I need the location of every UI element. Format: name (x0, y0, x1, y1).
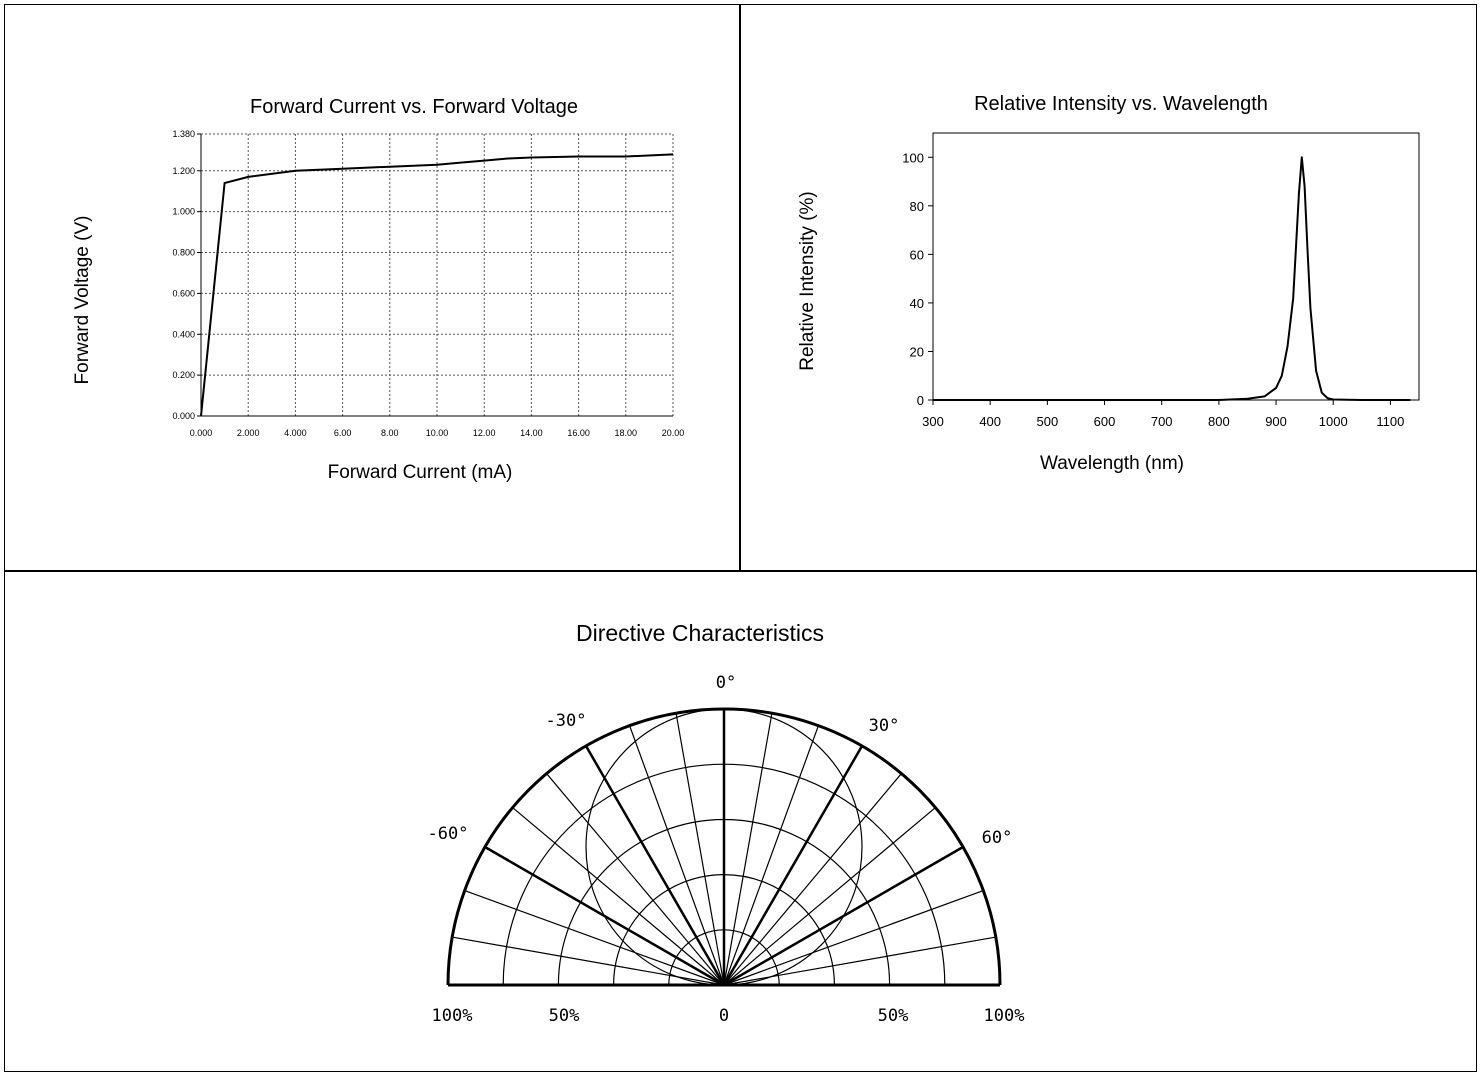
polar-spoke (546, 773, 725, 986)
polar-spoke (723, 890, 984, 986)
angle-label-30: 30° (869, 716, 900, 736)
c1-y-tick: 1.380 (172, 129, 195, 139)
c2-x-tick: 1000 (1319, 414, 1348, 429)
c1-x-tick: 2.000 (237, 428, 260, 438)
c1-series-line (200, 153, 674, 417)
c1-y-tick: 0.800 (172, 248, 195, 258)
c1-x-tick: 8.00 (381, 428, 399, 438)
panel-directive-characteristics (4, 570, 1477, 1072)
chart2-xlabel: Wavelength (nm) (1040, 453, 1184, 474)
c2-y-tick: 100 (902, 150, 924, 165)
c1-x-tick: 14.00 (520, 428, 543, 438)
panel-forward-voltage (4, 4, 741, 572)
chart2-title: Relative Intensity vs. Wavelength (974, 93, 1268, 115)
c2-series-line (933, 156, 1411, 401)
c1-x-tick: 16.00 (567, 428, 590, 438)
c1-y-tick: 0.600 (172, 288, 195, 298)
c2-x-tick: 500 (1037, 414, 1059, 429)
c2-x-tick: 700 (1151, 414, 1173, 429)
c1-x-tick: 4.000 (284, 428, 307, 438)
chart1-title: Forward Current vs. Forward Voltage (250, 96, 578, 118)
radial-label-left-100: 100% (432, 1006, 473, 1026)
c2-x-tick: 400 (979, 414, 1001, 429)
c1-x-tick: 20.00 (662, 428, 685, 438)
c2-y-tick: 20 (910, 344, 924, 359)
c1-y-tick: 0.400 (172, 329, 195, 339)
angle-label-60: 60° (982, 828, 1013, 848)
polar-spoke (723, 713, 773, 986)
polar-spoke (512, 807, 725, 986)
polar-spoke (723, 773, 902, 986)
angle-label-neg30: -30° (546, 711, 587, 731)
polar-spoke (629, 725, 725, 986)
c2-y-tick: 0 (917, 393, 924, 408)
polar-spoke (464, 890, 725, 986)
polar-spoke (723, 807, 936, 986)
c2-y-tick: 80 (910, 199, 924, 214)
chart2-ylabel: Relative Intensity (%) (797, 191, 818, 371)
c1-x-tick: 12.00 (473, 428, 496, 438)
radial-label-left-50: 50% (549, 1006, 580, 1026)
chart3-title: Directive Characteristics (576, 620, 824, 646)
polar-spoke (723, 725, 819, 986)
radial-label-center: 0 (719, 1006, 729, 1026)
radial-label-right-50: 50% (878, 1006, 909, 1026)
angle-label-0: 0° (716, 673, 736, 693)
radial-label-right-100: 100% (984, 1006, 1025, 1026)
c2-x-tick: 1100 (1376, 414, 1404, 429)
chart1-ylabel: Forward Voltage (V) (72, 216, 93, 385)
c1-x-tick: 18.00 (615, 428, 638, 438)
c1-x-tick: 6.00 (334, 428, 352, 438)
polar-lobe-right (723, 708, 863, 986)
c1-x-tick: 10.00 (426, 428, 449, 438)
c1-y-tick: 0.200 (172, 370, 195, 380)
polar-lobe-left (585, 708, 725, 986)
c2-x-tick: 300 (922, 414, 944, 429)
polar-spoke (722, 745, 864, 986)
polar-spoke (675, 713, 725, 986)
c1-x-tick: 0.000 (190, 428, 213, 438)
c1-y-tick: 1.200 (172, 166, 195, 176)
polar-spoke (584, 745, 726, 986)
c2-x-tick: 600 (1094, 414, 1116, 429)
c1-y-tick: 1.000 (172, 207, 195, 217)
c2-y-tick: 60 (910, 247, 924, 262)
chart1-xlabel: Forward Current (mA) (328, 462, 513, 483)
c1-y-tick: 0.000 (172, 411, 195, 421)
c2-y-tick: 40 (910, 296, 924, 311)
c2-x-tick: 900 (1265, 414, 1287, 429)
angle-label-neg60: -60° (428, 824, 469, 844)
panel-relative-intensity (739, 4, 1477, 572)
c2-x-tick: 800 (1208, 414, 1230, 429)
